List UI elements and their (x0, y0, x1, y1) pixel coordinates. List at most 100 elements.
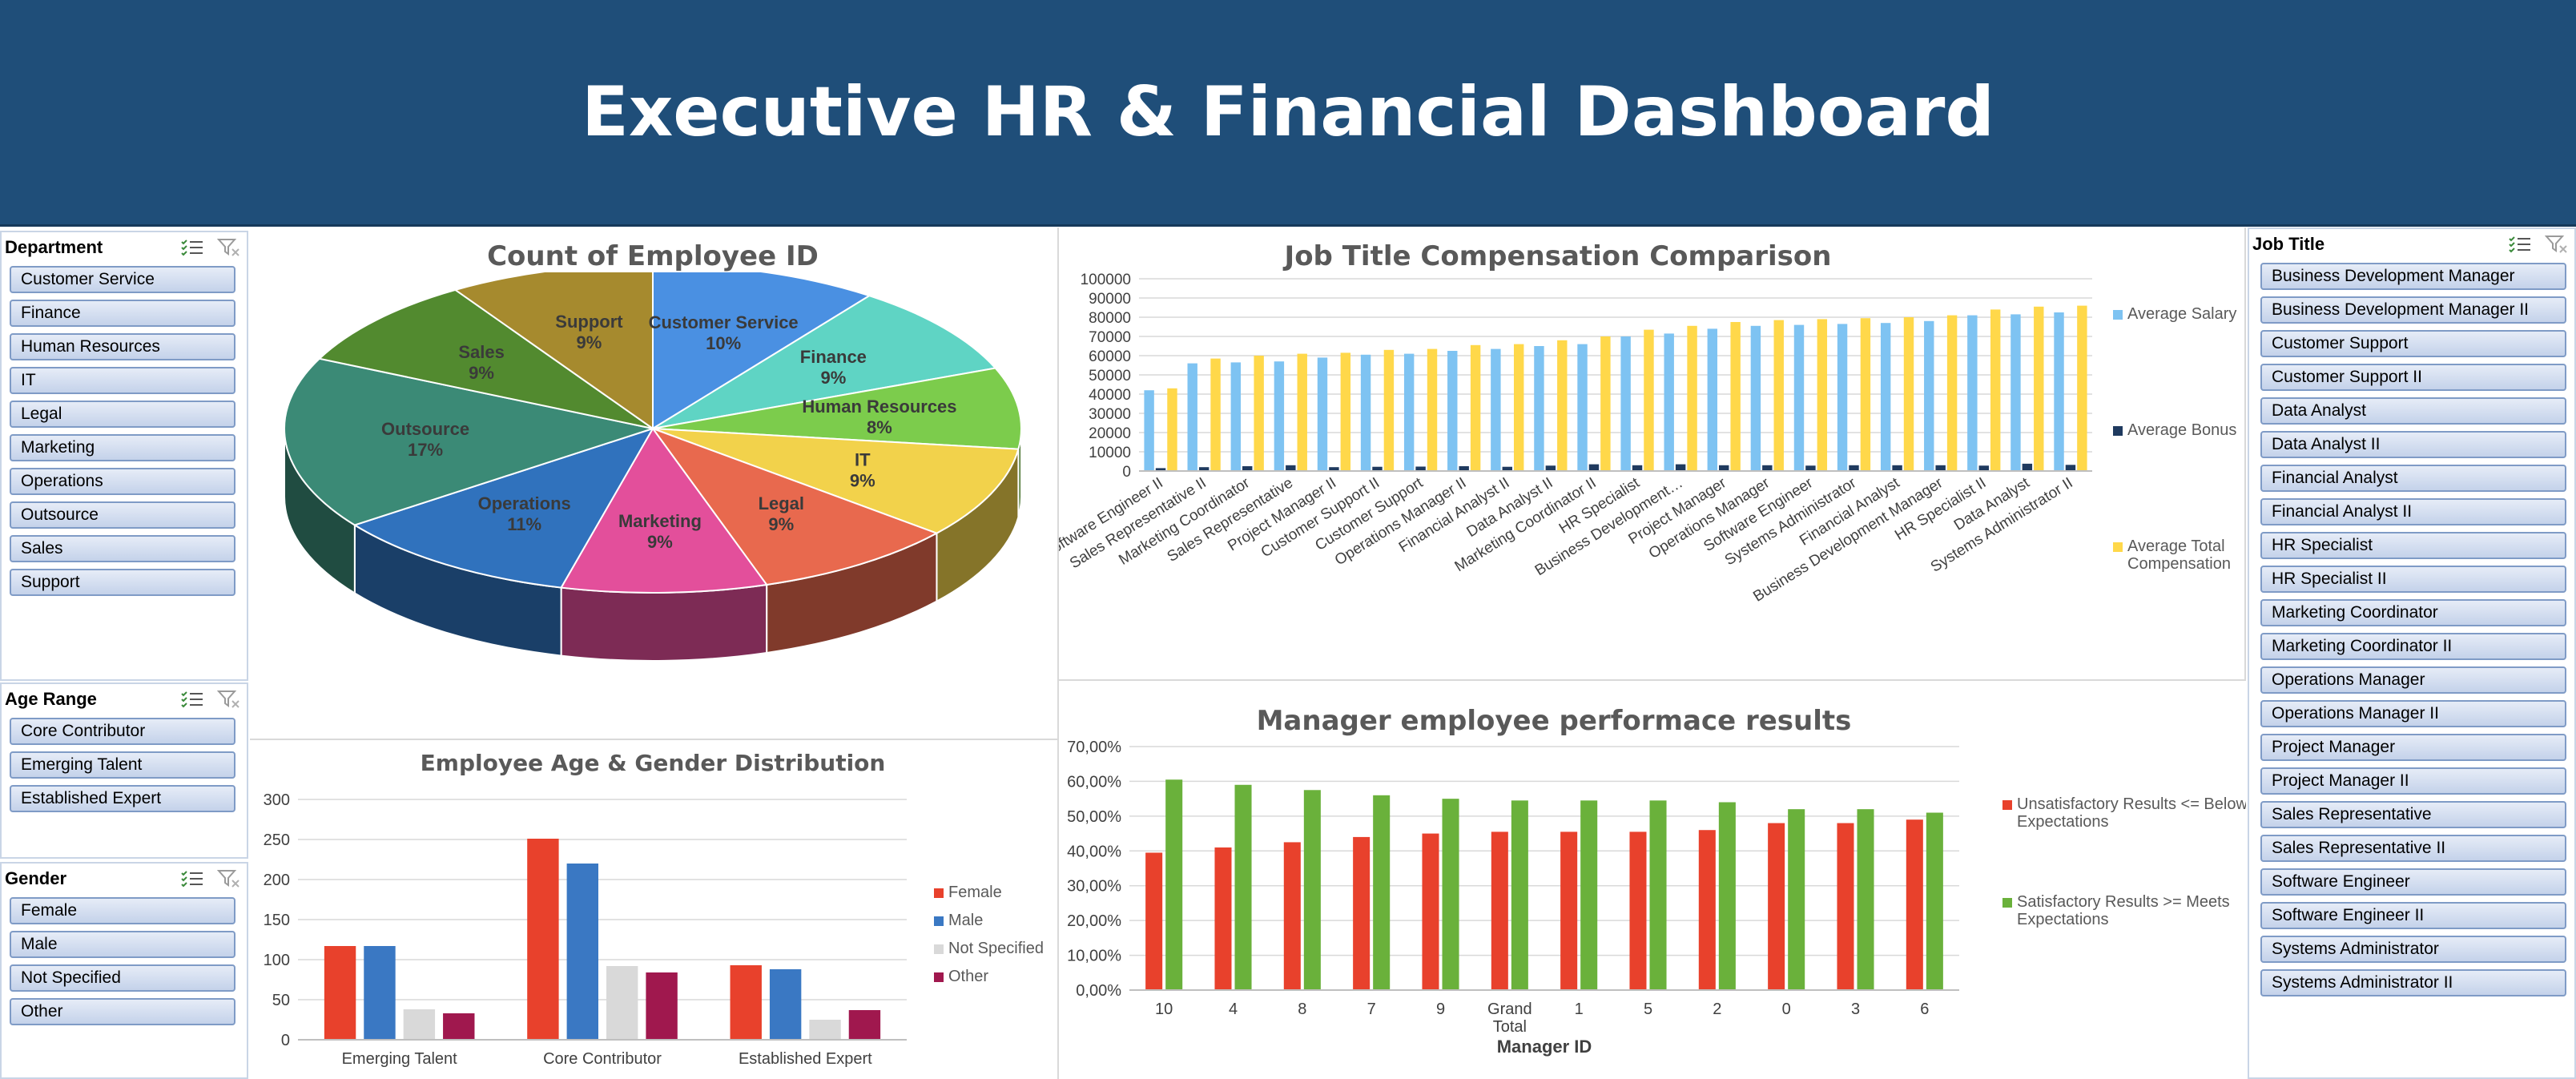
bar[interactable] (2010, 314, 2021, 471)
bar[interactable] (1491, 831, 1508, 990)
bar[interactable] (566, 864, 598, 1040)
job-title-slicer-item[interactable]: Sales Representative (2260, 801, 2566, 828)
bar[interactable] (1935, 465, 1946, 471)
job-title-slicer-item[interactable]: Systems Administrator II (2260, 969, 2566, 996)
bar[interactable] (1649, 800, 1667, 990)
gender-slicer-item[interactable]: Other (10, 998, 235, 1025)
bar[interactable] (403, 1009, 436, 1040)
clear-filter-icon[interactable] (216, 238, 242, 257)
bar[interactable] (1773, 320, 1784, 471)
bar[interactable] (443, 1013, 475, 1040)
bar[interactable] (1860, 318, 1871, 471)
bar[interactable] (1360, 354, 1371, 471)
bar[interactable] (1198, 467, 1210, 471)
pie-slice[interactable] (559, 427, 768, 594)
department-slicer-item[interactable]: Human Resources (10, 333, 235, 360)
bar[interactable] (1317, 357, 1328, 471)
job-title-slicer-item[interactable]: Business Development Manager (2260, 263, 2566, 290)
bar[interactable] (2077, 305, 2087, 471)
bar[interactable] (1600, 336, 1611, 471)
clear-filter-icon[interactable] (216, 869, 242, 888)
bar[interactable] (1254, 356, 1264, 471)
bar[interactable] (1946, 315, 1958, 471)
bar[interactable] (1892, 465, 1902, 471)
bar[interactable] (1793, 324, 1805, 471)
job-title-slicer-item[interactable]: Business Development Manager II (2260, 296, 2566, 324)
job-title-slicer-item[interactable]: Project Manager (2260, 734, 2566, 761)
bar[interactable] (1644, 329, 1654, 471)
bar[interactable] (1805, 465, 1816, 471)
bar[interactable] (1762, 465, 1773, 471)
bar[interactable] (1297, 353, 1307, 471)
gender-slicer-item[interactable]: Female (10, 897, 235, 924)
department-slicer-item[interactable]: Support (10, 569, 235, 596)
job-title-slicer-item[interactable]: Software Engineer II (2260, 902, 2566, 929)
bar[interactable] (1459, 466, 1469, 471)
job-title-slicer-item[interactable]: Customer Support (2260, 330, 2566, 357)
department-slicer-item[interactable]: Legal (10, 401, 235, 428)
bar[interactable] (1491, 348, 1501, 471)
bar[interactable] (1849, 465, 1859, 471)
clear-filter-icon[interactable] (2544, 235, 2570, 254)
bar[interactable] (646, 972, 678, 1040)
bar[interactable] (1880, 323, 1891, 471)
bar[interactable] (1768, 823, 1785, 990)
bar[interactable] (1698, 830, 1716, 990)
bar[interactable] (1513, 344, 1524, 471)
bar[interactable] (769, 969, 802, 1040)
multi-select-icon[interactable] (179, 238, 205, 257)
department-slicer-item[interactable]: Operations (10, 468, 235, 495)
job-title-slicer-item[interactable]: Marketing Coordinator (2260, 599, 2566, 626)
gender-slicer-item[interactable]: Not Specified (10, 964, 235, 992)
age-range-slicer-item[interactable]: Emerging Talent (10, 751, 235, 779)
job-title-slicer-item[interactable]: Software Engineer (2260, 868, 2566, 896)
bar[interactable] (1926, 812, 1943, 990)
pie-slice[interactable] (652, 295, 997, 429)
bar[interactable] (809, 1020, 841, 1040)
bar[interactable] (1353, 836, 1371, 990)
bar[interactable] (1545, 465, 1556, 471)
pie-slice[interactable] (317, 288, 654, 429)
pie-slice[interactable] (652, 428, 1020, 534)
bar[interactable] (1924, 320, 1934, 471)
bar[interactable] (1286, 465, 1296, 471)
department-slicer-item[interactable]: IT (10, 367, 235, 394)
pie-slice[interactable] (652, 367, 1022, 450)
bar[interactable] (1857, 809, 1874, 990)
pie-slice[interactable] (284, 357, 656, 526)
job-title-slicer-item[interactable]: Systems Administrator (2260, 936, 2566, 963)
bar[interactable] (1329, 467, 1339, 471)
bar[interactable] (1470, 344, 1481, 471)
bar[interactable] (1788, 809, 1805, 990)
bar[interactable] (1632, 465, 1643, 471)
bar[interactable] (1422, 833, 1439, 990)
bar[interactable] (1165, 779, 1183, 990)
bar[interactable] (1675, 464, 1686, 471)
bar[interactable] (1687, 325, 1697, 471)
department-slicer-item[interactable]: Sales (10, 535, 235, 562)
age-range-slicer-item[interactable]: Established Expert (10, 785, 235, 812)
bar[interactable] (1214, 847, 1232, 990)
bar[interactable] (1145, 852, 1163, 990)
bar[interactable] (1155, 468, 1166, 471)
department-slicer-item[interactable]: Customer Service (10, 266, 235, 293)
bar[interactable] (1534, 346, 1544, 471)
bar[interactable] (1560, 831, 1578, 990)
pie-slice[interactable] (652, 272, 871, 430)
job-title-slicer-item[interactable]: Financial Analyst (2260, 465, 2566, 492)
age-range-slicer-item[interactable]: Core Contributor (10, 718, 235, 745)
bar[interactable] (1242, 466, 1253, 471)
bar[interactable] (2022, 463, 2033, 471)
bar[interactable] (730, 965, 762, 1040)
multi-select-icon[interactable] (179, 869, 205, 888)
bar[interactable] (1990, 309, 2001, 471)
job-title-slicer-item[interactable]: Sales Representative II (2260, 835, 2566, 862)
bar[interactable] (1967, 315, 1978, 471)
pie-slice[interactable] (650, 426, 939, 586)
bar[interactable] (1817, 319, 1828, 471)
bar[interactable] (1502, 466, 1512, 471)
bar[interactable] (1718, 802, 1736, 990)
job-title-slicer-item[interactable]: Operations Manager (2260, 666, 2566, 694)
bar[interactable] (1837, 823, 1854, 990)
bar[interactable] (1837, 324, 1848, 471)
